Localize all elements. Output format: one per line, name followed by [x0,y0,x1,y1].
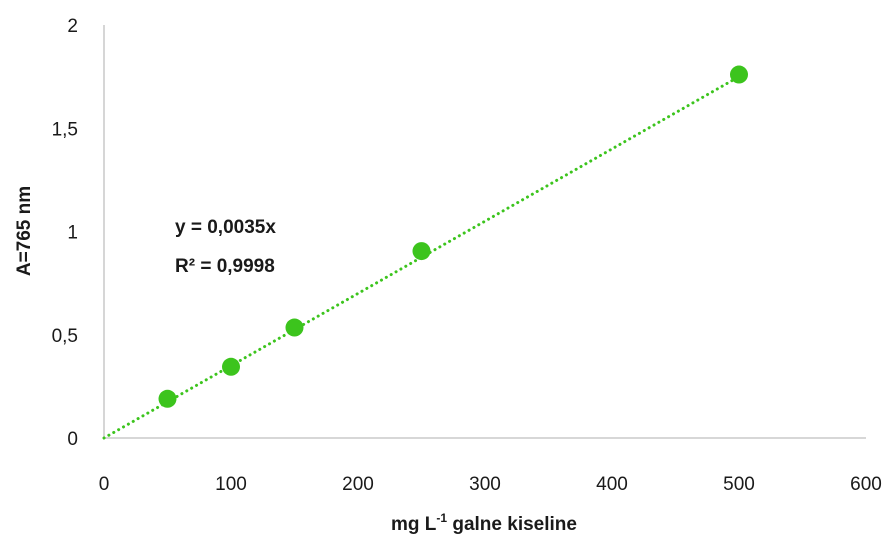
data-point [158,389,177,408]
x-tick-label: 200 [342,474,374,495]
data-point [412,242,431,261]
x-axis-title: mg L-1 galne kiseline [391,511,577,535]
y-tick-label: 1,5 [52,119,78,140]
data-point [730,65,748,84]
y-tick-label: 0 [67,429,78,450]
x-axis-title-main: mg L [391,514,437,535]
y-tick-label: 1 [67,223,78,244]
x-tick-label: 600 [850,474,882,495]
data-point [285,318,304,337]
y-axis-title: A=765 nm [14,186,35,276]
x-tick-label: 500 [723,474,755,495]
x-axis-title-superscript: -1 [436,511,447,525]
y-tick-label: 0,5 [52,326,78,347]
x-tick-label: 100 [215,474,247,495]
trendline-equation: y = 0,0035x [175,217,276,238]
x-tick-label: 400 [596,474,628,495]
data-points [158,65,748,408]
x-tick-label: 300 [469,474,501,495]
r-squared-label: R² = 0,9998 [175,256,275,277]
x-axis-title-rest: galne kiseline [447,514,577,535]
x-tick-labels: 0 100 200 300 400 500 600 [99,474,882,495]
data-point [222,357,240,376]
y-tick-label: 2 [67,16,78,37]
x-tick-label: 0 [99,474,110,495]
y-tick-labels: 0 0,5 1 1,5 2 [52,16,78,450]
